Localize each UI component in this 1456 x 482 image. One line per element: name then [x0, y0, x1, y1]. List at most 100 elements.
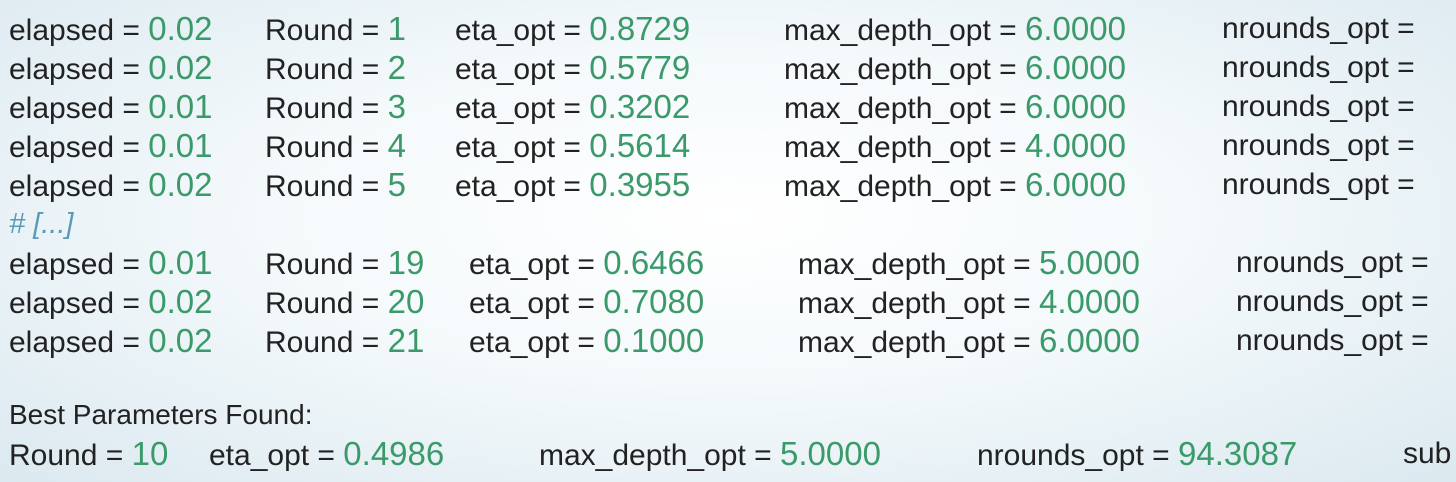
round-field: Round = 1 [265, 9, 406, 50]
nrounds-field: nrounds_opt = [1222, 90, 1415, 123]
best-round-label: Round = [9, 439, 132, 472]
depth-field: max_depth_opt = 5.0000 [798, 243, 1140, 284]
eta-label: eta_opt = [469, 248, 604, 281]
nrounds-field: nrounds_opt = [1236, 246, 1429, 279]
depth-label: max_depth_opt = [798, 326, 1040, 359]
console-output: elapsed = 0.02 Round = 1 eta_opt = 0.872… [9, 9, 1456, 473]
round-label: Round = [265, 92, 388, 125]
best-nrounds-value: 94.3087 [1178, 435, 1298, 472]
eta-label: eta_opt = [469, 326, 604, 359]
blank-line [9, 360, 1456, 395]
elapsed-label: elapsed = [9, 14, 149, 47]
depth-value: 4.0000 [1039, 283, 1140, 320]
elapsed-value: 0.02 [148, 322, 213, 359]
elapsed-label: elapsed = [9, 131, 149, 164]
eta-field: eta_opt = 0.8729 [455, 9, 690, 50]
eta-field: eta_opt = 0.7080 [469, 282, 704, 323]
best-depth-label: max_depth_opt = [539, 439, 781, 472]
eta-value: 0.5614 [589, 127, 691, 164]
elapsed-label: elapsed = [9, 326, 149, 359]
eta-field: eta_opt = 0.6466 [469, 243, 704, 284]
round-field: Round = 3 [265, 87, 406, 128]
elapsed-value: 0.01 [148, 127, 213, 164]
eta-field: eta_opt = 0.3202 [455, 87, 690, 128]
depth-label: max_depth_opt = [784, 131, 1026, 164]
round-value: 1 [387, 10, 406, 47]
round-field: Round = 2 [265, 48, 406, 89]
round-label: Round = [265, 248, 388, 281]
comment-line: # [...] [9, 204, 1456, 243]
eta-field: eta_opt = 0.3955 [455, 165, 690, 206]
elapsed-value: 0.01 [148, 244, 213, 281]
depth-value: 6.0000 [1025, 49, 1126, 86]
eta-value: 0.3955 [589, 166, 691, 203]
best-nrounds-field: nrounds_opt = 94.3087 [977, 434, 1297, 473]
depth-label: max_depth_opt = [798, 287, 1040, 320]
round-log-line: elapsed = 0.01 Round = 4 eta_opt = 0.561… [9, 126, 1456, 165]
elapsed-field: elapsed = 0.01 [9, 243, 213, 284]
round-field: Round = 21 [265, 321, 424, 362]
eta-label: eta_opt = [455, 170, 590, 203]
depth-field: max_depth_opt = 4.0000 [798, 282, 1140, 323]
eta-label: eta_opt = [455, 53, 590, 86]
nrounds-field: nrounds_opt = [1222, 168, 1415, 201]
eta-value: 0.1000 [603, 322, 705, 359]
round-label: Round = [265, 14, 388, 47]
depth-label: max_depth_opt = [798, 248, 1040, 281]
nrounds-field: nrounds_opt = [1236, 285, 1429, 318]
round-value: 21 [387, 322, 425, 359]
elapsed-field: elapsed = 0.01 [9, 126, 213, 167]
round-value: 5 [387, 166, 406, 203]
elapsed-field: elapsed = 0.02 [9, 9, 213, 50]
depth-value: 5.0000 [1039, 244, 1140, 281]
elapsed-field: elapsed = 0.02 [9, 282, 213, 323]
best-truncated-tail: sub [1403, 437, 1452, 470]
best-eta-label: eta_opt = [209, 439, 344, 472]
nrounds-field: nrounds_opt = [1222, 129, 1415, 162]
round-label: Round = [265, 287, 388, 320]
eta-field: eta_opt = 0.1000 [469, 321, 704, 362]
round-log-line: elapsed = 0.02 Round = 1 eta_opt = 0.872… [9, 9, 1456, 48]
round-field: Round = 20 [265, 282, 424, 323]
eta-label: eta_opt = [455, 14, 590, 47]
best-eta-field: eta_opt = 0.4986 [209, 434, 444, 473]
best-nrounds-label: nrounds_opt = [977, 439, 1178, 472]
round-log-line: elapsed = 0.02 Round = 5 eta_opt = 0.395… [9, 165, 1456, 204]
depth-label: max_depth_opt = [784, 53, 1026, 86]
nrounds-field: nrounds_opt = [1222, 12, 1415, 45]
round-log-line: elapsed = 0.02 Round = 2 eta_opt = 0.577… [9, 48, 1456, 87]
depth-field: max_depth_opt = 6.0000 [798, 321, 1140, 362]
best-round-value: 10 [131, 435, 169, 472]
round-value: 19 [387, 244, 425, 281]
depth-field: max_depth_opt = 4.0000 [784, 126, 1126, 167]
elapsed-value: 0.02 [148, 283, 213, 320]
depth-label: max_depth_opt = [784, 170, 1026, 203]
depth-value: 6.0000 [1025, 166, 1126, 203]
eta-value: 0.7080 [603, 283, 705, 320]
elapsed-label: elapsed = [9, 92, 149, 125]
round-value: 3 [387, 88, 406, 125]
depth-value: 6.0000 [1039, 322, 1140, 359]
eta-label: eta_opt = [469, 287, 604, 320]
depth-value: 4.0000 [1025, 127, 1126, 164]
eta-value: 0.5779 [589, 49, 691, 86]
round-value: 4 [387, 127, 406, 164]
best-params-header: Best Parameters Found: [9, 399, 313, 430]
best-params-line: Round = 10 eta_opt = 0.4986 max_depth_op… [9, 434, 1456, 473]
best-depth-field: max_depth_opt = 5.0000 [539, 434, 881, 473]
elapsed-value: 0.02 [148, 49, 213, 86]
round-label: Round = [265, 326, 388, 359]
eta-value: 0.8729 [589, 10, 691, 47]
elapsed-value: 0.01 [148, 88, 213, 125]
round-value: 20 [387, 283, 425, 320]
depth-label: max_depth_opt = [784, 92, 1026, 125]
eta-field: eta_opt = 0.5614 [455, 126, 690, 167]
elapsed-label: elapsed = [9, 170, 149, 203]
best-eta-value: 0.4986 [343, 435, 445, 472]
round-log-line: elapsed = 0.02 Round = 21 eta_opt = 0.10… [9, 321, 1456, 360]
elapsed-field: elapsed = 0.02 [9, 165, 213, 206]
best-round-field: Round = 10 [9, 434, 168, 473]
round-value: 2 [387, 49, 406, 86]
elapsed-label: elapsed = [9, 53, 149, 86]
elapsed-field: elapsed = 0.02 [9, 321, 213, 362]
